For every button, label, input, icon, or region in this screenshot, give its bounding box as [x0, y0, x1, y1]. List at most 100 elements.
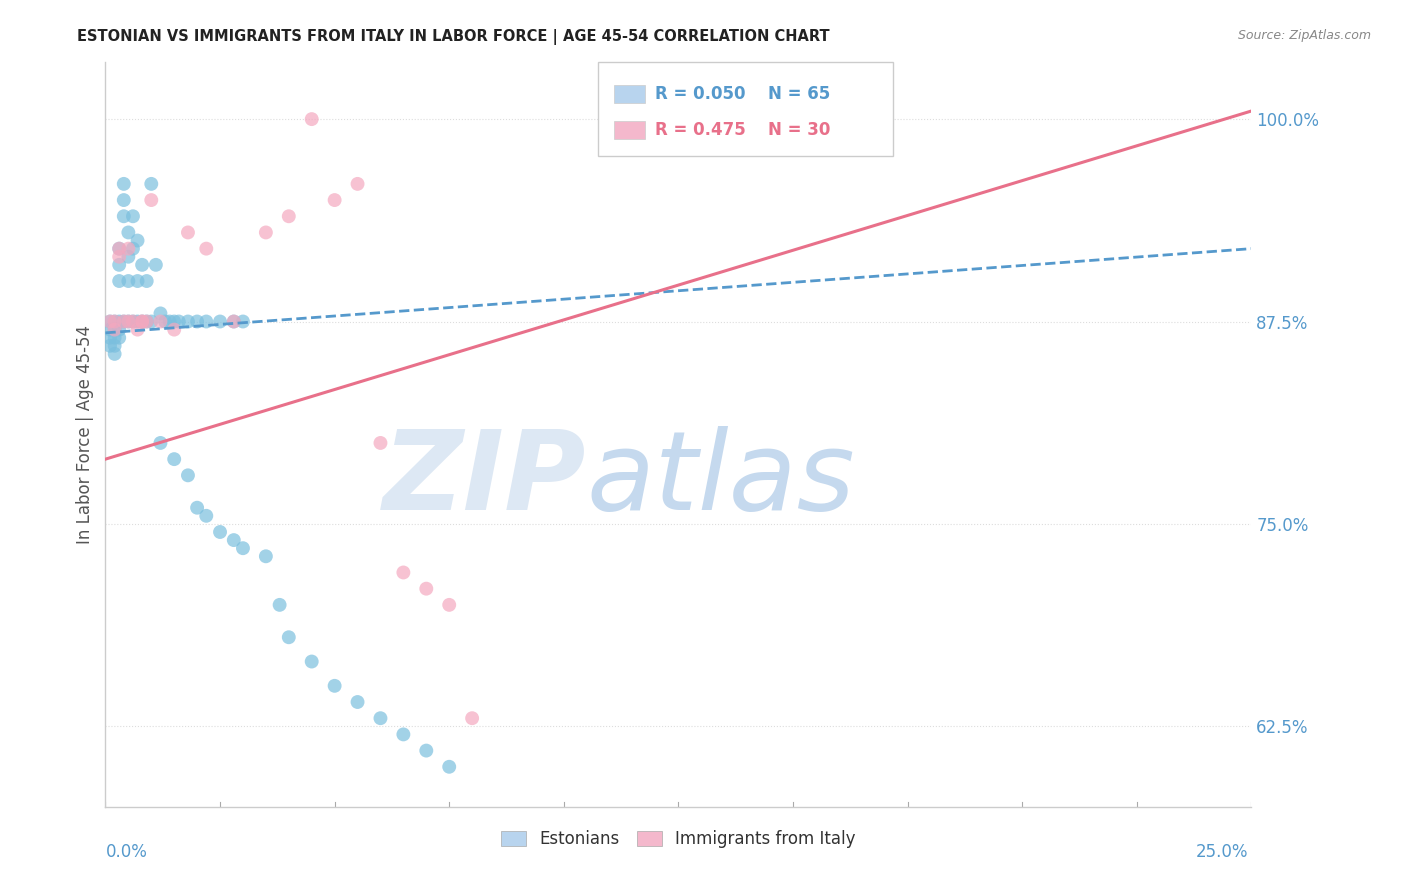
- Point: [461, 711, 484, 725]
- Text: atlas: atlas: [586, 426, 855, 533]
- Point: [104, 331, 127, 345]
- Point: [131, 258, 153, 272]
- Text: Source: ZipAtlas.com: Source: ZipAtlas.com: [1237, 29, 1371, 42]
- Text: 0.0%: 0.0%: [105, 843, 148, 861]
- Point: [222, 533, 245, 547]
- Point: [177, 468, 200, 483]
- Point: [131, 314, 153, 328]
- Point: [222, 314, 245, 328]
- Point: [232, 541, 254, 556]
- Point: [104, 323, 127, 337]
- Point: [135, 314, 157, 328]
- Y-axis label: In Labor Force | Age 45-54: In Labor Force | Age 45-54: [76, 326, 94, 544]
- Point: [392, 566, 415, 580]
- Point: [149, 306, 172, 320]
- Point: [98, 339, 121, 353]
- Point: [104, 314, 127, 328]
- Point: [117, 314, 139, 328]
- Point: [117, 242, 139, 256]
- Point: [370, 711, 392, 725]
- Point: [254, 549, 277, 564]
- Text: ZIP: ZIP: [384, 426, 586, 533]
- Point: [141, 314, 163, 328]
- Point: [122, 314, 145, 328]
- Point: [112, 209, 135, 223]
- Point: [108, 314, 131, 328]
- Point: [195, 508, 218, 523]
- Point: [159, 314, 181, 328]
- Point: [104, 314, 127, 328]
- Point: [104, 339, 127, 353]
- Point: [437, 760, 460, 774]
- Point: [141, 177, 163, 191]
- Point: [112, 193, 135, 207]
- Point: [177, 226, 200, 240]
- Point: [437, 598, 460, 612]
- Point: [621, 112, 644, 127]
- Point: [112, 177, 135, 191]
- Point: [117, 274, 139, 288]
- Point: [222, 314, 245, 328]
- Point: [117, 314, 139, 328]
- Point: [415, 582, 437, 596]
- Point: [108, 250, 131, 264]
- Point: [131, 314, 153, 328]
- Point: [112, 314, 135, 328]
- Point: [112, 314, 135, 328]
- Text: R = 0.050: R = 0.050: [655, 85, 745, 103]
- Text: R = 0.475: R = 0.475: [655, 121, 747, 139]
- Point: [135, 314, 157, 328]
- Point: [415, 743, 437, 757]
- Point: [177, 314, 200, 328]
- Text: 25.0%: 25.0%: [1197, 843, 1249, 861]
- Text: N = 30: N = 30: [768, 121, 830, 139]
- Point: [122, 242, 145, 256]
- Text: N = 65: N = 65: [768, 85, 830, 103]
- Point: [127, 323, 149, 337]
- Point: [277, 209, 299, 223]
- Point: [108, 242, 131, 256]
- Point: [153, 314, 176, 328]
- Point: [145, 258, 167, 272]
- Point: [277, 630, 299, 644]
- Point: [195, 242, 218, 256]
- Point: [208, 524, 231, 539]
- Point: [323, 193, 346, 207]
- Point: [346, 695, 368, 709]
- Point: [98, 331, 121, 345]
- Point: [301, 655, 323, 669]
- Point: [149, 314, 172, 328]
- Point: [104, 347, 127, 361]
- Point: [117, 250, 139, 264]
- Point: [98, 314, 121, 328]
- Point: [346, 177, 368, 191]
- Point: [104, 323, 127, 337]
- Point: [254, 226, 277, 240]
- Point: [163, 452, 186, 467]
- Point: [127, 274, 149, 288]
- Point: [131, 314, 153, 328]
- Point: [98, 314, 121, 328]
- Point: [122, 209, 145, 223]
- Point: [186, 314, 208, 328]
- Point: [195, 314, 218, 328]
- Point: [141, 193, 163, 207]
- Point: [122, 314, 145, 328]
- Point: [269, 598, 291, 612]
- Point: [108, 258, 131, 272]
- Point: [163, 314, 186, 328]
- Point: [98, 323, 121, 337]
- Point: [108, 331, 131, 345]
- Point: [163, 323, 186, 337]
- Point: [167, 314, 190, 328]
- Point: [232, 314, 254, 328]
- Point: [127, 234, 149, 248]
- Point: [323, 679, 346, 693]
- Point: [149, 436, 172, 450]
- Point: [301, 112, 323, 127]
- Point: [108, 274, 131, 288]
- Point: [127, 314, 149, 328]
- Point: [135, 274, 157, 288]
- Point: [186, 500, 208, 515]
- Point: [117, 226, 139, 240]
